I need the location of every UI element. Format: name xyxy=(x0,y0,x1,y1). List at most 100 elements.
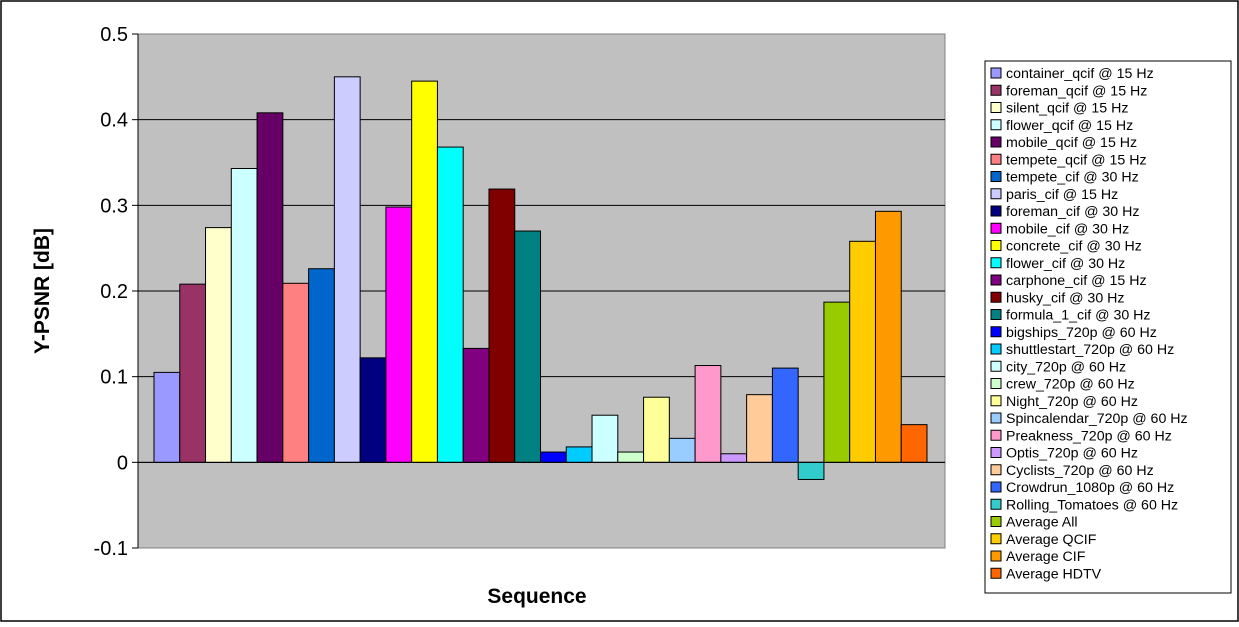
legend-label: Rolling_Tomatoes @ 60 Hz xyxy=(1006,497,1178,513)
bar xyxy=(900,424,928,463)
legend-swatch xyxy=(990,102,1002,113)
legend-label: foreman_qcif @ 15 Hz xyxy=(1006,83,1147,99)
legend-label: Preakness_720p @ 60 Hz xyxy=(1006,428,1172,444)
legend-label: tempete_cif @ 30 Hz xyxy=(1006,170,1139,186)
legend-swatch xyxy=(990,153,1002,165)
bar xyxy=(771,367,799,463)
legend-label: Average CIF xyxy=(1006,549,1086,565)
bar xyxy=(874,210,902,463)
legend-label: mobile_qcif @ 15 Hz xyxy=(1006,135,1137,151)
y-tick-label: 0 xyxy=(117,452,128,474)
legend-swatch xyxy=(990,464,1002,476)
legend-swatch xyxy=(990,84,1002,96)
bar xyxy=(823,301,851,463)
legend-label: formula_1_cif @ 30 Hz xyxy=(1006,308,1151,324)
legend-label: crew_720p @ 60 Hz xyxy=(1006,377,1135,393)
legend-swatch xyxy=(990,274,1002,286)
bar xyxy=(565,446,593,463)
legend-label: Average QCIF xyxy=(1006,532,1097,548)
legend-label: concrete_cif @ 30 Hz xyxy=(1006,239,1142,255)
legend-label: silent_qcif @ 15 Hz xyxy=(1006,101,1128,117)
bar xyxy=(720,453,748,463)
bar xyxy=(643,396,670,463)
legend-swatch xyxy=(990,326,1002,338)
legend-label: Spincalendar_720p @ 60 Hz xyxy=(1006,411,1188,427)
bar xyxy=(230,168,258,463)
legend-label: tempete_qcif @ 15 Hz xyxy=(1006,152,1147,168)
legend-swatch xyxy=(990,222,1002,234)
bar xyxy=(591,414,619,463)
legend-label: husky_cif @ 30 Hz xyxy=(1006,290,1125,306)
bar xyxy=(359,357,387,463)
legend-swatch xyxy=(990,171,1002,182)
x-axis-title: Sequence xyxy=(487,585,586,608)
bar xyxy=(282,282,310,463)
legend-swatch xyxy=(990,309,1002,320)
y-tick-label: 0.3 xyxy=(100,195,128,217)
legend-box xyxy=(984,60,1232,594)
legend-label: shuttlestart_720p @ 60 Hz xyxy=(1006,342,1174,358)
legend-label: Cyclists_720p @ 60 Hz xyxy=(1006,463,1154,479)
legend-swatch xyxy=(990,67,1002,79)
legend-label: carphone_cif @ 15 Hz xyxy=(1006,273,1147,289)
legend-swatch xyxy=(990,240,1002,251)
bar xyxy=(668,437,696,463)
bar xyxy=(462,347,490,463)
legend-swatch xyxy=(990,188,1002,200)
legend-label: Average HDTV xyxy=(1006,566,1102,582)
legend-swatch xyxy=(990,343,1002,355)
bar xyxy=(849,240,876,463)
legend-label: city_720p @ 60 Hz xyxy=(1006,359,1126,375)
y-tick-label: 0.2 xyxy=(100,281,128,303)
y-tick-label: 0.1 xyxy=(100,367,128,389)
bar xyxy=(333,76,361,463)
legend-swatch xyxy=(990,429,1002,441)
legend-swatch xyxy=(990,360,1002,372)
bar xyxy=(205,227,232,463)
bar xyxy=(797,461,825,480)
bar xyxy=(617,451,645,463)
legend-swatch xyxy=(990,412,1002,424)
legend-swatch xyxy=(990,481,1002,493)
legend-swatch xyxy=(990,567,1002,579)
bar xyxy=(308,268,335,463)
legend-label: Crowdrun_1080p @ 60 Hz xyxy=(1006,480,1174,496)
legend-swatch xyxy=(990,550,1002,562)
legend-label: container_qcif @ 15 Hz xyxy=(1006,66,1154,82)
legend-swatch xyxy=(990,533,1002,545)
legend-swatch xyxy=(990,395,1002,407)
bar xyxy=(385,206,413,463)
legend-label: paris_cif @ 15 Hz xyxy=(1006,187,1118,203)
legend-swatch xyxy=(990,447,1002,458)
bar xyxy=(694,365,722,463)
bar xyxy=(514,230,541,463)
y-tick-label: -0.1 xyxy=(94,538,128,560)
y-tick-label: 0.4 xyxy=(100,110,128,132)
legend-label: foreman_cif @ 30 Hz xyxy=(1006,204,1139,220)
legend-label: bigships_720p @ 60 Hz xyxy=(1006,325,1157,341)
legend-swatch xyxy=(990,205,1002,217)
legend-swatch xyxy=(990,257,1002,269)
legend-label: Night_720p @ 60 Hz xyxy=(1006,394,1138,410)
legend-swatch xyxy=(990,498,1002,510)
y-tick-label: 0.5 xyxy=(100,24,128,46)
legend-swatch xyxy=(990,516,1002,527)
bar xyxy=(436,146,464,463)
bar xyxy=(411,80,438,463)
bar xyxy=(256,112,284,463)
legend-label: flower_cif @ 30 Hz xyxy=(1006,256,1125,272)
legend-label: mobile_cif @ 30 Hz xyxy=(1006,221,1129,237)
bar xyxy=(488,188,516,463)
legend-swatch xyxy=(990,378,1002,389)
legend-label: Optis_720p @ 60 Hz xyxy=(1006,446,1138,462)
bar xyxy=(540,451,567,463)
legend-label: flower_qcif @ 15 Hz xyxy=(1006,118,1133,134)
axes: -0.1 0 0.1 0.2 0.3 0.4 0.5 xyxy=(94,24,945,560)
bar xyxy=(153,371,181,463)
legend-swatch xyxy=(990,119,1002,131)
bar xyxy=(746,394,773,463)
legend-label: Average All xyxy=(1006,515,1078,531)
